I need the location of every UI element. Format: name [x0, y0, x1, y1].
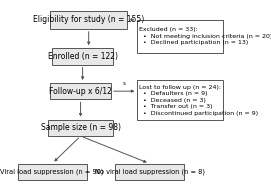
Text: Sample size (n = 98): Sample size (n = 98) [41, 123, 121, 132]
Text: Follow-up x 6/12: Follow-up x 6/12 [49, 87, 112, 96]
Text: Excluded (n = 33):
  •  Not meeting inclusion criteria (n = 20)
  •  Declined pa: Excluded (n = 33): • Not meeting inclusi… [139, 27, 271, 45]
Bar [137, 80, 222, 121]
Text: Lost to follow up (n = 24):
  •  Defaulters (n = 9)
  •  Deceased (n = 3)
  •  T: Lost to follow up (n = 24): • Defaulters… [139, 85, 259, 116]
Bar [48, 120, 113, 136]
Text: Viral load suppression (n = 90): Viral load suppression (n = 90) [0, 169, 104, 175]
Bar [52, 48, 113, 65]
Bar [115, 163, 184, 180]
Bar [50, 83, 111, 99]
Text: Eligibility for study (n = 155): Eligibility for study (n = 155) [33, 15, 144, 24]
Bar [18, 163, 87, 180]
Text: s: s [123, 81, 126, 86]
Bar [50, 11, 127, 29]
Text: Enrolled (n = 122): Enrolled (n = 122) [48, 52, 118, 61]
Bar [137, 20, 222, 53]
Text: No viral load suppression (n = 8): No viral load suppression (n = 8) [95, 169, 205, 175]
